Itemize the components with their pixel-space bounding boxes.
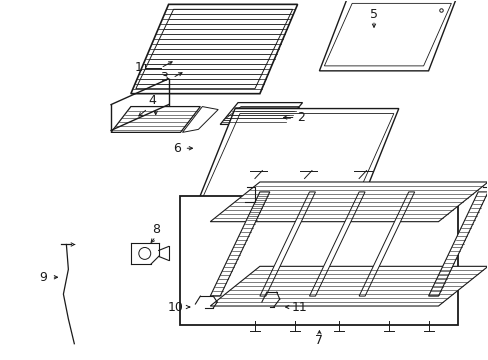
Polygon shape [111,107,200,132]
Polygon shape [195,109,398,208]
Polygon shape [131,4,297,94]
Text: 9: 9 [40,271,47,284]
Polygon shape [210,182,487,222]
Polygon shape [210,192,269,296]
Text: 4: 4 [148,94,156,107]
Text: 5: 5 [369,8,377,21]
Text: 11: 11 [291,301,307,314]
Polygon shape [182,107,218,132]
Polygon shape [324,3,450,66]
Text: 6: 6 [173,142,181,155]
Text: 3: 3 [160,71,167,84]
Bar [180,196,457,325]
Polygon shape [358,192,414,296]
Text: 8: 8 [151,223,160,236]
Text: 2: 2 [297,111,305,124]
Polygon shape [259,192,315,296]
Polygon shape [210,266,487,306]
Polygon shape [136,9,292,89]
Polygon shape [427,192,487,296]
Polygon shape [319,0,455,71]
Polygon shape [223,107,299,121]
Polygon shape [220,103,302,125]
Text: 10: 10 [167,301,183,314]
Text: 7: 7 [315,334,323,347]
Polygon shape [200,113,393,203]
Polygon shape [309,192,365,296]
Text: 1: 1 [135,61,142,75]
